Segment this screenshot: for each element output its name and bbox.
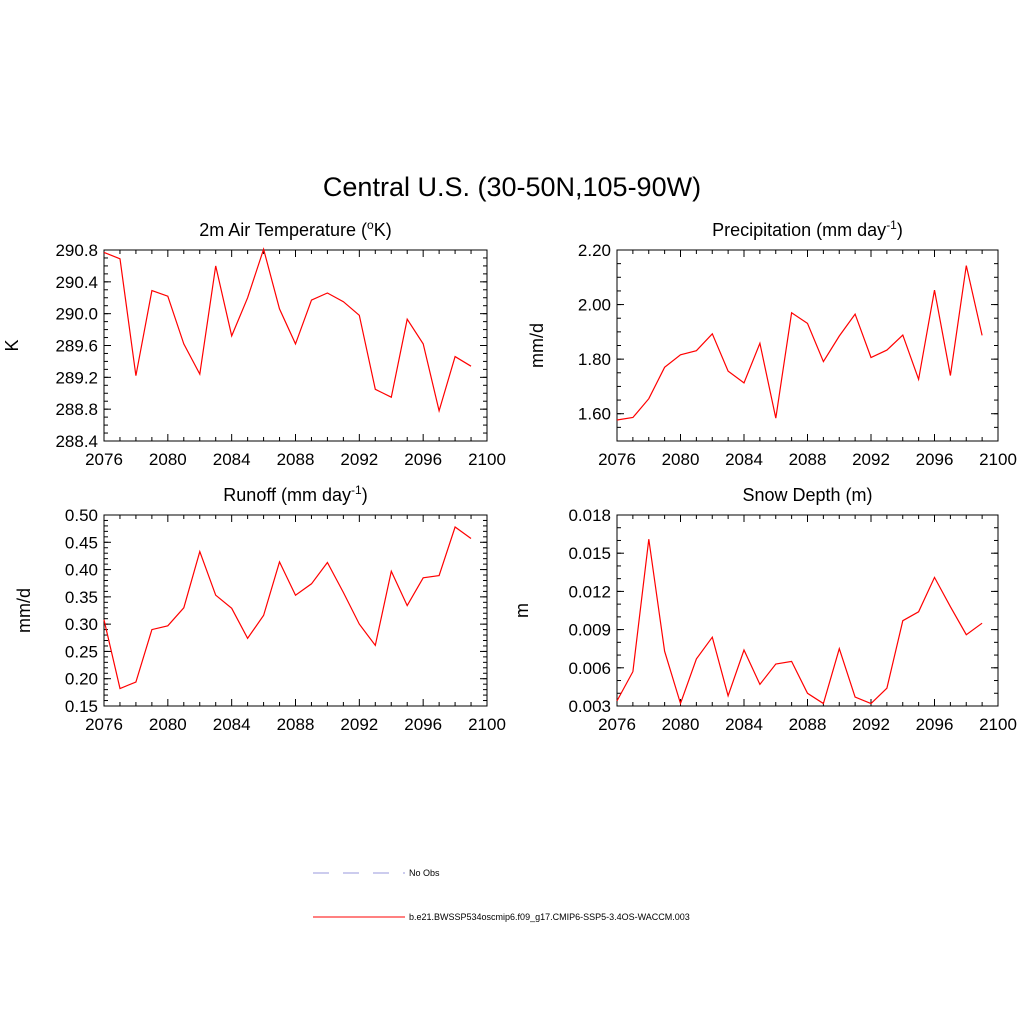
y-tick-label: 1.80: [578, 350, 611, 369]
chart-panel-1: 2m Air Temperature (oK) K 2076 2080 2084 2088…: [2, 218, 506, 469]
x-tick-label: 2088: [789, 450, 827, 469]
figure-title: Central U.S. (30-50N,105-90W): [323, 172, 701, 202]
x-tick-label: 2084: [725, 715, 763, 734]
panel-title-suffix: ): [897, 220, 903, 240]
y-tick-label: 0.50: [65, 506, 98, 525]
panel-title-main: 2m Air Temperature (: [199, 220, 367, 240]
series-line: [103, 247, 472, 414]
x-tick-label: 2096: [404, 450, 442, 469]
panel-title-main: Snow Depth (m): [742, 485, 872, 505]
panel-title-superscript: -1: [886, 218, 897, 232]
y-axis-label: mm/d: [527, 323, 547, 368]
x-tick-label: 2080: [149, 450, 187, 469]
x-tick-label: 2080: [149, 715, 187, 734]
y-tick-label: 0.45: [65, 533, 98, 552]
y-tick-label: 290.8: [55, 241, 98, 260]
chart-panel-2: Precipitation (mm day-1) mm/d 2076 2080 2084…: [527, 218, 1017, 469]
x-tick-label: 2076: [85, 715, 123, 734]
x-tick-label: 2084: [213, 450, 251, 469]
panel-title-main: Runoff (mm day: [223, 485, 351, 505]
panel-title: 2m Air Temperature (oK): [199, 218, 391, 240]
x-tick-label: 2100: [979, 450, 1017, 469]
y-tick-label: 0.35: [65, 588, 98, 607]
y-axis-label: mm/d: [14, 588, 34, 633]
series-line: [616, 539, 983, 706]
series-line: [103, 526, 472, 690]
x-tick-label: 2100: [468, 715, 506, 734]
panel-title-superscript: -1: [351, 483, 362, 497]
panel-title-main: Precipitation (mm day: [712, 220, 886, 240]
legend-label-1: No Obs: [409, 868, 440, 878]
x-tick-label: 2080: [662, 450, 700, 469]
x-tick-label: 2088: [789, 715, 827, 734]
x-tick-label: 2100: [979, 715, 1017, 734]
y-tick-label: 0.20: [65, 670, 98, 689]
y-tick-label: 289.2: [55, 368, 98, 387]
x-tick-label: 2088: [277, 715, 315, 734]
legend-label-2: b.e21.BWSSP534oscmip6.f09_g17.CMIP6-SSP5…: [409, 912, 690, 922]
panel-title: Snow Depth (m): [742, 485, 872, 505]
y-tick-label: 0.25: [65, 642, 98, 661]
plot-frame: [103, 249, 488, 442]
y-tick-label: 1.60: [578, 405, 611, 424]
x-tick-label: 2084: [725, 450, 763, 469]
legend: No Obs b.e21.BWSSP534oscmip6.f09_g17.CMIP…: [313, 868, 690, 922]
y-tick-label: 0.40: [65, 561, 98, 580]
x-tick-label: 2076: [598, 450, 636, 469]
series-line: [616, 265, 983, 421]
panel-title: Runoff (mm day-1): [223, 483, 367, 505]
y-axis-label: m: [512, 603, 532, 618]
y-tick-label: 290.0: [55, 305, 98, 324]
x-tick-label: 2092: [340, 450, 378, 469]
panel-title-suffix: ): [362, 485, 368, 505]
y-tick-label: 0.30: [65, 615, 98, 634]
x-tick-label: 2100: [468, 450, 506, 469]
y-axis-label: K: [2, 339, 22, 351]
y-tick-label: 289.6: [55, 337, 98, 356]
plot-frame: [616, 249, 999, 442]
x-tick-label: 2076: [598, 715, 636, 734]
x-tick-label: 2084: [213, 715, 251, 734]
y-tick-label: 0.012: [568, 582, 611, 601]
x-tick-label: 2092: [852, 715, 890, 734]
x-tick-label: 2092: [852, 450, 890, 469]
panel-title: Precipitation (mm day-1): [712, 218, 903, 240]
x-tick-label: 2080: [662, 715, 700, 734]
y-tick-label: 0.006: [568, 659, 611, 678]
y-tick-label: 0.15: [65, 697, 98, 716]
plot-frame: [616, 514, 999, 707]
panel-title-suffix: K): [374, 220, 392, 240]
x-tick-label: 2092: [340, 715, 378, 734]
y-tick-label: 290.4: [55, 273, 98, 292]
y-tick-label: 288.8: [55, 400, 98, 419]
y-tick-label: 0.003: [568, 697, 611, 716]
y-tick-label: 0.009: [568, 621, 611, 640]
x-tick-label: 2096: [916, 715, 954, 734]
x-tick-label: 2076: [85, 450, 123, 469]
y-tick-label: 0.015: [568, 544, 611, 563]
x-tick-label: 2096: [404, 715, 442, 734]
panels: 2m Air Temperature (oK) K 2076 2080 2084 2088…: [2, 218, 1017, 734]
x-tick-label: 2096: [916, 450, 954, 469]
chart-panel-3: Runoff (mm day-1) mm/d 2076 2080 2084 2088 209…: [14, 483, 506, 734]
y-tick-label: 2.20: [578, 241, 611, 260]
y-tick-label: 0.018: [568, 506, 611, 525]
panel-title-superscript: o: [367, 218, 374, 232]
x-tick-label: 2088: [277, 450, 315, 469]
chart-panel-4: Snow Depth (m) m 2076 2080 2084 2088 2092 2096 2…: [512, 485, 1017, 734]
y-tick-label: 288.4: [55, 432, 98, 451]
y-tick-label: 2.00: [578, 296, 611, 315]
plot-frame: [103, 514, 488, 707]
